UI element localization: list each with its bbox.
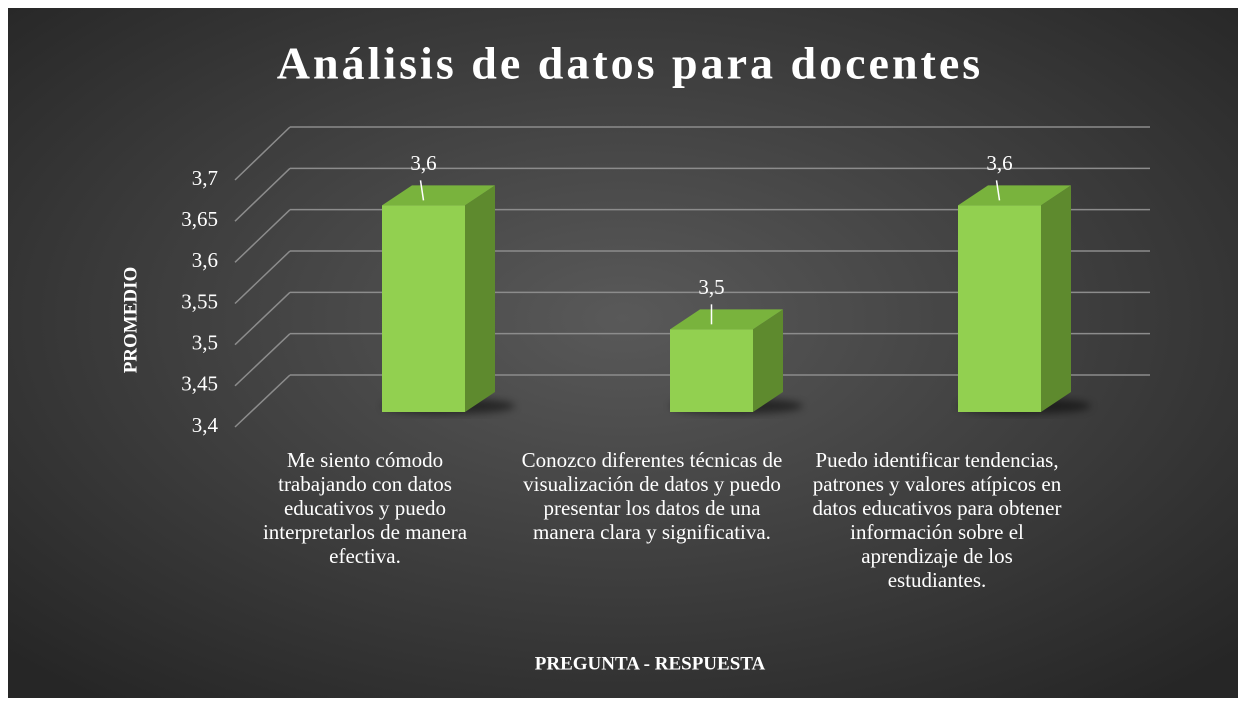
y-axis-title: PROMEDIO: [120, 267, 141, 374]
y-tick-label: 3,45: [181, 372, 218, 396]
grid-line-side: [234, 167, 291, 222]
bar: [958, 205, 1041, 412]
y-tick-label: 3,65: [181, 207, 218, 231]
x-axis-title: PREGUNTA - RESPUESTA: [535, 653, 766, 674]
bar: [670, 329, 753, 412]
data-label: 3,6: [986, 151, 1012, 175]
y-tick-label: 3,4: [192, 413, 219, 437]
grid-line-side: [234, 209, 291, 263]
bar: [382, 205, 465, 412]
grid-line-side: [234, 250, 291, 305]
bar-top: [670, 309, 783, 330]
y-tick-label: 3,6: [192, 248, 218, 272]
data-label: 3,6: [410, 151, 436, 175]
chart-title: Análisis de datos para docentes: [277, 38, 983, 89]
x-tick-label: Conozco diferentes técnicas de visualiza…: [521, 448, 783, 544]
leader-line: [995, 180, 1001, 201]
grid-line-side: [234, 374, 291, 428]
grid-line-side: [234, 291, 291, 346]
leader-line: [419, 180, 425, 201]
y-tick-label: 3,55: [181, 289, 218, 313]
bar-side: [465, 185, 495, 412]
data-label: 3,5: [698, 275, 724, 299]
bar-top: [382, 185, 495, 206]
grid-line-side: [234, 126, 291, 181]
bar-side: [753, 309, 783, 412]
y-tick-label: 3,5: [192, 330, 218, 354]
x-tick-label: Me siento cómodo trabajando con datos ed…: [262, 448, 468, 568]
grid-line-side: [234, 333, 291, 387]
x-tick-label: Puedo identificar tendencias, patrones y…: [812, 448, 1062, 592]
bar-side: [1041, 185, 1071, 412]
y-tick-label: 3,7: [192, 166, 218, 190]
bar-top: [958, 185, 1071, 206]
